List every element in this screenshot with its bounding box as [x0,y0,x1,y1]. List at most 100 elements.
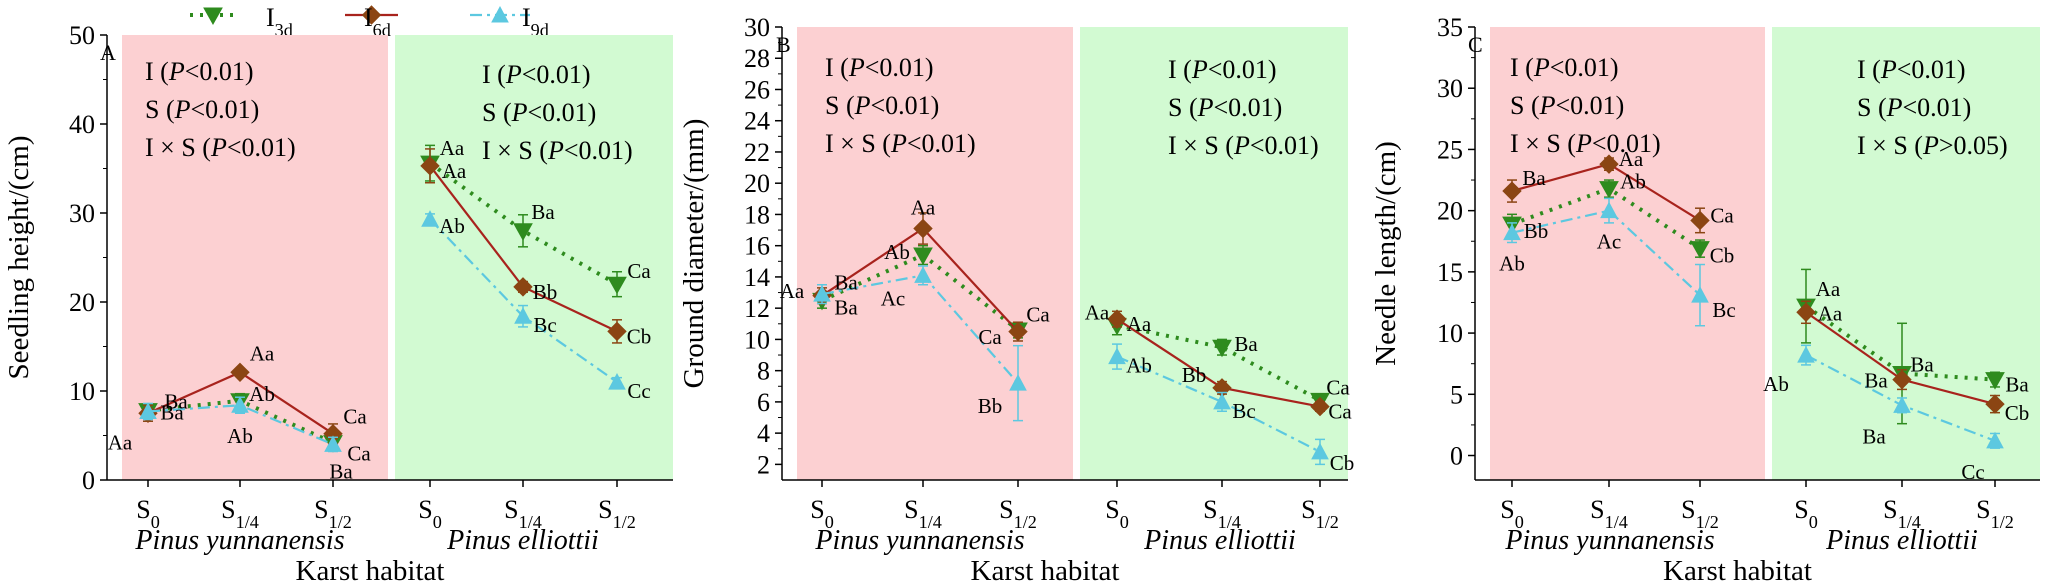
series-I6d [138,148,627,445]
point-label: Ca [1710,203,1734,227]
data-point-I9d [1691,286,1709,303]
point-label: Bb [533,280,558,304]
group-label: Pinus elliottii [446,525,599,556]
y-tick-label: 2 [757,450,770,479]
point-label: Aa [1085,300,1110,324]
point-label: Ca [1326,375,1350,399]
x-tick-label: S1/4 [1590,495,1628,532]
y-tick-label: 35 [1437,13,1463,42]
point-label: Ab [227,424,253,448]
point-labels: Ba Ab Ca Aa Ba Ca Ba Aa Ca Aa Bb Ca Aa Ac Bb Ab Bc Cb [780,196,1355,475]
stat-line: I (P<0.01) [1168,55,1277,84]
data-point-I6d [1985,394,2005,414]
stat-line: I (P<0.01) [1510,53,1619,82]
stat-line: S (P<0.01) [1510,91,1624,120]
point-label: Ca [343,405,367,429]
data-point-I6d [913,218,933,239]
legend-marker-I9d [491,5,509,23]
y-tick-label: 0 [82,466,95,495]
stat-line: I (P<0.01) [1857,55,1966,84]
data-point-I3d [1690,241,1710,259]
x-tick-label: S1/2 [314,495,352,532]
y-tick-label: 5 [1450,380,1463,409]
point-label: Ca [1026,303,1050,327]
y-tick-label: 15 [1437,258,1463,287]
point-label: Bb [1182,363,1207,387]
y-tick-label: 28 [744,44,770,73]
stat-line: S (P<0.01) [1857,93,1971,122]
y-tick-label: 8 [757,357,770,386]
group-label: Pinus yunnanensis [814,525,1024,556]
x-tick-label: S0 [1105,495,1129,532]
series-line-I3d [1116,323,1321,403]
point-label: Ab [1126,354,1152,378]
stat-line: I (P<0.01) [482,60,591,89]
y-tick-label: 10 [744,325,770,354]
y-tick-label: 6 [757,388,770,417]
point-label: Cb [1330,451,1355,475]
stat-line: I (P<0.01) [145,57,254,86]
data-point-I3d [1599,181,1619,199]
point-label: Aa [108,430,133,454]
data-point-I6d [230,362,250,383]
point-label: Aa [1127,312,1152,336]
point-label: Ba [2005,373,2029,397]
legend-label-I3d: I3d [266,3,293,40]
series-line-I9d [1511,209,1701,296]
legend [190,5,530,26]
panel-A: 0 10 20 30 40 50 Seedling height/(cm) A S0 S1/4 S1… [3,21,673,587]
point-label: Cb [2005,401,2030,425]
stat-line: I (P<0.01) [825,53,934,82]
point-label: Ac [1597,230,1622,254]
x-tick-label: S0 [1794,495,1818,532]
stat-line: S (P<0.01) [482,98,596,127]
point-label: Ab [439,214,465,238]
point-label: Aa [911,196,936,220]
point-label: Aa [1818,301,1843,325]
point-label: Bc [533,313,556,337]
stat-line: I × S (P<0.01) [145,133,296,162]
point-label: Ab [249,382,275,406]
data-point-I9d [1009,374,1027,391]
data-point-I9d [1600,201,1618,219]
data-point-I6d [1502,181,1522,201]
x-axis-label: Karst habitat [971,555,1120,587]
group-label: Pinus elliottii [1143,525,1296,556]
y-tick-label: 30 [69,199,95,228]
data-point-I3d [913,247,933,266]
data-point-I9d [1213,392,1231,410]
point-label: Ba [834,271,858,295]
stat-line: I × S (P<0.01) [1510,129,1661,158]
series-I9d [813,265,1329,466]
x-tick-label: S1/2 [1301,495,1339,532]
data-point-I6d [1008,321,1028,342]
y-axis-label: Seedling height/(cm) [3,135,35,379]
point-label: Bb [978,394,1003,418]
data-point-I9d [813,285,831,302]
series-I6d [812,212,1330,417]
x-tick-label: S1/4 [504,495,542,532]
legend-marker-I6d [361,5,382,25]
point-label: Ac [881,286,906,310]
point-label: Ca [1328,400,1352,424]
data-point-I3d [1985,372,2005,390]
y-tick-label: 20 [744,169,770,198]
region-pinus-elliottii [395,35,673,480]
point-label: Cc [1961,460,1984,484]
legend-marker-I3d [203,7,223,26]
group-label: Pinus elliottii [1825,525,1978,556]
series-I9d [139,210,626,453]
point-label: Cb [627,324,652,348]
data-point-I6d [1892,369,1912,390]
y-tick-label: 4 [757,419,770,448]
data-point-I3d [513,223,533,241]
point-label: Ba [1864,369,1888,393]
point-label: Aa [250,341,275,365]
data-point-I6d [513,277,533,297]
y-tick-label: 30 [1437,74,1463,103]
x-tick-label: S1/2 [598,495,636,532]
point-label: Ab [1620,170,1646,194]
data-point-I9d [1311,442,1329,460]
